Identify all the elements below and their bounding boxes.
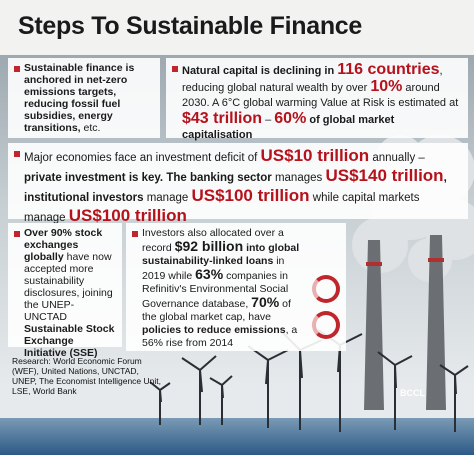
- text-run: policies to reduce emissions: [142, 324, 286, 336]
- text-run: into global sustainability-linked loans: [142, 242, 300, 267]
- text-run: US$140 trillion: [325, 166, 444, 185]
- ring-icon: [312, 275, 340, 303]
- fact-box: Natural capital is declining in 116 coun…: [166, 58, 468, 141]
- ring-icon: [312, 311, 340, 339]
- text-run: –: [262, 114, 275, 126]
- text-run: Major economies face an investment defic…: [24, 152, 261, 164]
- text-run: $43 trillion: [182, 110, 263, 127]
- text-run: around 2030. A 6°C global warming Value …: [182, 82, 459, 109]
- text-run: Sustainable finance is anchored in: [24, 62, 135, 86]
- text-run: , institutional investors: [24, 172, 447, 204]
- text-run: Over 90% stock exchanges globally: [24, 227, 103, 263]
- text-run: $92 billion: [174, 238, 244, 254]
- fact-box: Over 90% stock exchanges globally have n…: [8, 223, 122, 359]
- text-run: annually –: [369, 152, 425, 164]
- text-run: 60%: [274, 110, 307, 127]
- text-run: US$100 trillion: [68, 206, 187, 225]
- text-run: net-zero emissions targets, reducing fos…: [24, 74, 128, 134]
- text-run: manage: [143, 192, 192, 204]
- text-run: 10%: [370, 78, 403, 95]
- text-run: manages: [271, 172, 326, 184]
- text-run: companies in Refinitiv's Environmental S…: [142, 270, 289, 310]
- text-run: have now accepted more sustainability di…: [24, 251, 113, 323]
- text-run: Natural capital is declining in: [182, 65, 338, 77]
- text-run: US$100 trillion: [191, 186, 310, 205]
- photo-credit: BCCL: [400, 388, 425, 398]
- source-note: Research: World Economic Forum (WEF), Un…: [12, 356, 161, 396]
- fact-box: Major economies face an investment defic…: [8, 143, 468, 224]
- text-run: while capital markets manage: [24, 192, 420, 224]
- text-run: Investors also allocated over a record: [142, 227, 284, 254]
- fact-box: Investors also allocated over a record $…: [126, 223, 346, 351]
- text-run: etc.: [80, 122, 101, 134]
- text-run: 63%: [195, 266, 224, 282]
- text-run: , reducing global natural wealth by over: [182, 65, 443, 94]
- text-run: US$10 trillion: [260, 146, 370, 165]
- text-run: of global market capitalisation: [182, 114, 395, 141]
- text-run: of the global market cap, have: [142, 298, 291, 323]
- text-run: , a 56% rise from 2014: [142, 324, 298, 349]
- text-run: private investment is key. The banking s…: [24, 172, 272, 184]
- text-run: 70%: [251, 294, 280, 310]
- fact-box: Sustainable finance is anchored in net-z…: [8, 58, 160, 138]
- text-run: in 2019 while: [142, 255, 285, 282]
- text-run: 116 countries: [337, 61, 440, 78]
- title: Steps To Sustainable Finance: [18, 12, 362, 40]
- text-run: Sustainable Stock Exchange Initiative (S…: [24, 323, 115, 359]
